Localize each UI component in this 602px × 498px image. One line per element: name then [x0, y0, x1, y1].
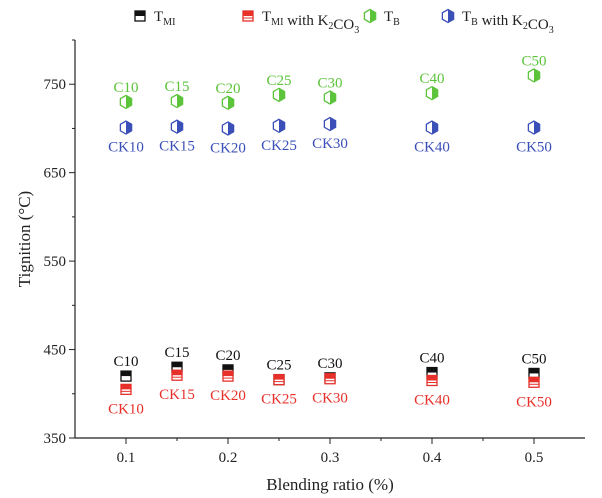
- legend-sub: B: [471, 17, 478, 28]
- legend-item: TMI with K2CO3: [242, 9, 359, 36]
- data-point: [221, 121, 235, 136]
- data-point: [221, 95, 235, 111]
- data-point: [272, 87, 286, 103]
- data-label: C20: [215, 81, 240, 97]
- data-label: CK50: [516, 394, 552, 410]
- legend-suffix-sub2: 3: [354, 25, 359, 36]
- axes: 350 450 550 650 750 0.1 0.2 0.3 0.4 0.5: [44, 39, 585, 466]
- x-tick-label: 0.3: [321, 450, 340, 466]
- data-point: [171, 369, 183, 381]
- data-label: CK10: [108, 401, 144, 417]
- legend-marker: [242, 10, 254, 22]
- data-label: C50: [521, 53, 546, 69]
- legend-sub: MI: [163, 17, 175, 28]
- data-label: C15: [164, 345, 189, 361]
- legend-suffix-end: CO: [333, 17, 354, 33]
- data-label: C20: [215, 348, 240, 364]
- legend-label: TB with K2CO3: [462, 9, 554, 36]
- data-label: C25: [266, 358, 291, 374]
- data-label: CK20: [210, 140, 246, 156]
- y-tick-label: 650: [44, 166, 67, 182]
- legend-suffix-sub2: 3: [549, 25, 554, 36]
- x-tick-label: 0.5: [525, 450, 544, 466]
- data-label: CK25: [261, 392, 297, 408]
- legend-sub: B: [393, 17, 400, 28]
- data-point: [426, 374, 438, 387]
- data-point: [425, 85, 439, 101]
- data-label: C10: [113, 80, 138, 96]
- data-label: CK40: [414, 393, 450, 409]
- legend-main: T: [384, 9, 393, 25]
- data-point: [273, 373, 285, 386]
- y-tick-label: 350: [44, 431, 67, 447]
- legend-marker: [441, 8, 455, 24]
- legend-label: TB: [384, 9, 400, 28]
- series-3: C10 C15 C20 C25 C30 C40 C50: [113, 53, 547, 111]
- series-2: CK10 CK15 CK20 CK25 CK30 CK40 CK50: [108, 369, 552, 417]
- data-label: CK40: [414, 140, 450, 156]
- legend-main: T: [154, 9, 163, 25]
- legend-marker: [363, 8, 377, 24]
- data-label: C30: [317, 75, 342, 91]
- data-label: CK30: [312, 136, 348, 152]
- data-point: [528, 376, 540, 388]
- data-point: [324, 373, 336, 385]
- legend-label: TMI: [154, 9, 175, 28]
- data-label: CK25: [261, 138, 297, 154]
- x-tick-label: 0.2: [219, 450, 238, 466]
- data-label: CK15: [159, 139, 195, 155]
- data-label: C15: [164, 79, 189, 95]
- data-label: C40: [419, 351, 444, 367]
- data-label: C40: [419, 71, 444, 87]
- data-point: [425, 120, 439, 135]
- legend-item: TB: [363, 8, 400, 28]
- x-axis-title: Blending ratio (%): [266, 475, 393, 494]
- data-point: [222, 370, 234, 382]
- series-4: CK10 CK15 CK20 CK25 CK30 CK40 CK50: [108, 116, 552, 156]
- legend-suffix: with K: [478, 13, 523, 29]
- data-label: C25: [266, 73, 291, 89]
- data-label: CK20: [210, 388, 246, 404]
- data-point: [170, 119, 184, 134]
- legend-label: TMI with K2CO3: [262, 9, 359, 36]
- legend-marker: [134, 10, 146, 22]
- data-point: [527, 68, 541, 83]
- x-tick-label: 0.1: [117, 450, 136, 466]
- y-tick-label: 550: [44, 254, 67, 270]
- legend-item: TB with K2CO3: [441, 8, 554, 36]
- data-label: C10: [113, 354, 138, 370]
- y-tick-label: 450: [44, 343, 67, 359]
- data-point: [119, 94, 133, 110]
- legend-suffix: with K: [283, 13, 328, 29]
- data-label: CK30: [312, 391, 348, 407]
- data-label: C30: [317, 356, 342, 372]
- legend-main: T: [462, 9, 471, 25]
- legend-main: T: [262, 9, 271, 25]
- data-point: [323, 116, 337, 132]
- data-point: [272, 118, 286, 134]
- data-label: CK15: [159, 387, 195, 403]
- plot-area: C10 C15 C20 C25 C30 C40 C50 CK10 CK15 CK20 CK25 CK3…: [108, 53, 552, 417]
- data-point: [119, 120, 133, 135]
- data-point: [170, 93, 184, 109]
- legend-suffix-sub: 2: [328, 21, 333, 32]
- legend-suffix-end: CO: [528, 17, 549, 33]
- data-point: [527, 120, 541, 135]
- data-label: CK10: [108, 140, 144, 156]
- data-point: [323, 90, 337, 105]
- y-axis-title: Tignition (°C): [15, 191, 34, 287]
- data-point: [120, 383, 132, 396]
- x-tick-label: 0.4: [423, 450, 442, 466]
- legend-suffix-sub: 2: [523, 21, 528, 32]
- data-point: [120, 370, 132, 382]
- legend-sub: MI: [271, 17, 283, 28]
- y-tick-label: 750: [44, 77, 67, 93]
- data-label: CK50: [516, 140, 552, 156]
- data-label: C50: [521, 351, 546, 367]
- legend-item: TMI: [134, 9, 175, 28]
